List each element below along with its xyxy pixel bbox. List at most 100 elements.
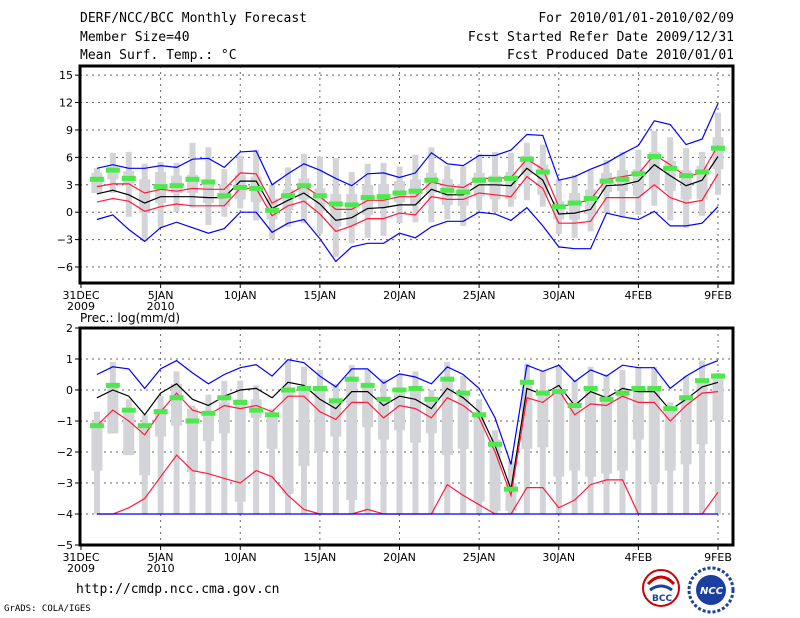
- y-tick-label: 1: [66, 353, 73, 366]
- ensemble-box: [585, 390, 597, 477]
- observation-marker: [647, 153, 662, 159]
- observation-marker: [535, 390, 550, 396]
- observation-marker: [217, 193, 232, 199]
- y-tick-label: −4: [57, 508, 73, 521]
- ensemble-whisker: [269, 408, 276, 514]
- ensemble-box: [632, 390, 644, 440]
- observation-marker: [711, 373, 725, 379]
- y-tick-label: −3: [57, 234, 73, 247]
- forecast-start-date: Fcst Started Refer Date 2009/12/31: [467, 30, 734, 45]
- ensemble-box: [680, 396, 692, 465]
- y-tick-label: −6: [57, 261, 73, 274]
- ensemble-box: [139, 427, 151, 476]
- y-tick-label: −2: [57, 446, 73, 459]
- website-link[interactable]: http://cmdp.ncc.cma.gov.cn: [76, 582, 280, 597]
- y-tick-label: 9: [66, 124, 73, 137]
- observation-marker: [472, 177, 487, 183]
- ensemble-box: [186, 408, 198, 473]
- observation-marker: [663, 406, 678, 412]
- ensemble-box: [107, 383, 119, 434]
- y-tick-label: −5: [57, 539, 73, 552]
- y-tick-label: 12: [59, 97, 73, 110]
- y-tick-label: 3: [66, 179, 73, 192]
- observation-marker: [153, 409, 168, 415]
- ensemble-box: [91, 421, 103, 471]
- ensemble-box: [521, 380, 533, 449]
- observation-marker: [217, 395, 232, 401]
- x-tick-label: 20JAN: [383, 289, 416, 302]
- ensemble-box: [155, 408, 167, 437]
- ensemble-box: [314, 188, 326, 212]
- observation-marker: [233, 399, 248, 405]
- plot-frame: [78, 64, 735, 285]
- x-tick-sublabel: 2010: [147, 300, 175, 313]
- series-upper-spread: [96, 389, 719, 498]
- observation-marker: [328, 398, 343, 404]
- observation-marker: [121, 175, 136, 181]
- observation-marker: [488, 441, 503, 447]
- observation-marker: [631, 171, 646, 177]
- ensemble-box: [569, 402, 581, 471]
- ensemble-box: [489, 175, 501, 200]
- y-tick-label: 0: [66, 384, 73, 397]
- observation-marker: [456, 189, 471, 195]
- series-ensemble-mean: [96, 381, 719, 492]
- ensemble-box: [664, 408, 676, 471]
- observation-marker: [599, 396, 614, 402]
- x-tick-label: 5JAN: [148, 551, 174, 564]
- observation-marker: [265, 207, 280, 213]
- x-tick-label: 9FEB: [704, 289, 732, 302]
- y-tick-label: 2: [66, 322, 73, 335]
- observation-marker: [695, 169, 710, 175]
- ensemble-whisker: [715, 372, 721, 514]
- ensemble-box: [696, 380, 708, 445]
- forecast-period: For 2010/01/01-2010/02/09: [538, 11, 734, 26]
- ensemble-whisker: [428, 390, 435, 514]
- ensemble-whisker: [332, 383, 339, 514]
- observation-marker: [249, 407, 264, 413]
- observation-marker: [583, 385, 598, 391]
- ensemble-box: [409, 390, 421, 443]
- x-tick-label: 31DEC: [62, 551, 99, 564]
- observation-marker: [312, 193, 327, 199]
- observation-marker: [185, 176, 200, 182]
- ensemble-box: [202, 179, 214, 204]
- bcc-logo: BCC: [642, 569, 680, 607]
- ensemble-whisker: [157, 396, 164, 514]
- ncc-logo: NCC: [687, 566, 735, 614]
- ensemble-box: [441, 380, 453, 456]
- observation-marker: [567, 403, 582, 408]
- observation-marker: [695, 378, 710, 384]
- ensemble-box: [282, 390, 294, 494]
- x-tick-label: 25JAN: [463, 551, 496, 564]
- observation-marker: [647, 385, 662, 391]
- observation-marker: [408, 385, 423, 391]
- ensemble-box: [202, 411, 214, 442]
- ensemble-box: [346, 380, 358, 501]
- y-tick-label: 15: [59, 69, 73, 82]
- ensemble-box: [712, 377, 724, 421]
- observation-marker: [392, 387, 407, 393]
- observation-marker: [711, 145, 725, 151]
- observation-marker: [201, 410, 216, 416]
- ensemble-whisker: [396, 374, 403, 514]
- ensemble-box: [362, 386, 374, 428]
- observation-marker: [281, 193, 296, 199]
- observation-marker: [583, 195, 598, 201]
- observation-marker: [424, 396, 439, 402]
- ensemble-whisker: [364, 369, 371, 514]
- x-tick-sublabel: 2010: [147, 562, 175, 575]
- ensemble-box: [616, 390, 628, 471]
- ensemble-box: [696, 165, 708, 200]
- observation-marker: [503, 175, 518, 181]
- observation-marker: [344, 202, 359, 208]
- series-ensemble-mean: [96, 156, 719, 222]
- ensemble-box: [330, 193, 342, 227]
- ensemble-box: [489, 439, 501, 511]
- observation-marker: [679, 395, 694, 401]
- observation-marker: [105, 167, 120, 173]
- observation-marker: [233, 185, 248, 191]
- ensemble-whisker: [635, 366, 642, 514]
- observation-marker: [503, 486, 518, 492]
